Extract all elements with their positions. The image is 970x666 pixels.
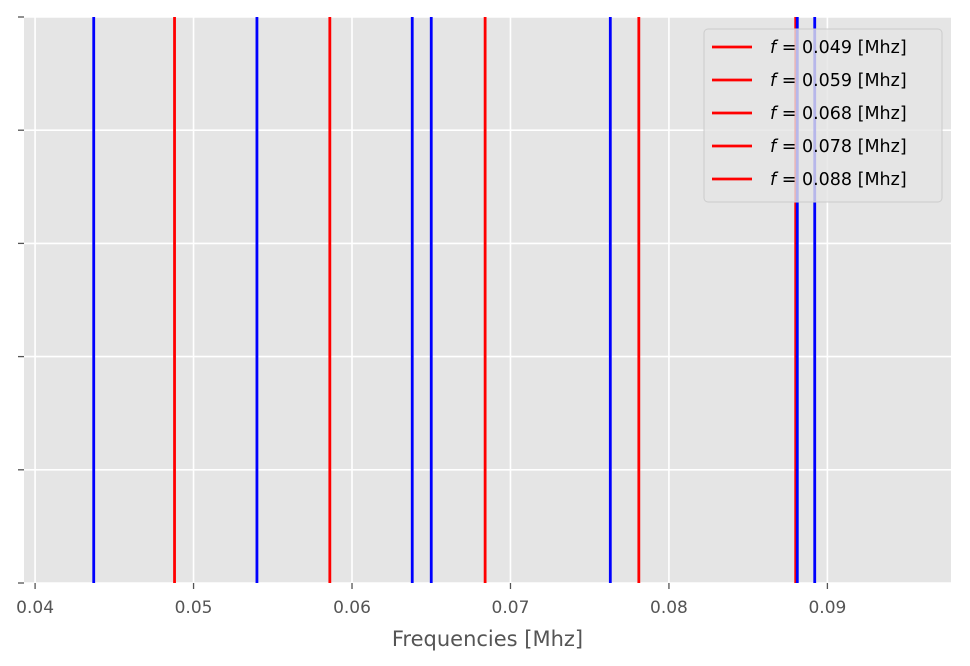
legend-box bbox=[703, 28, 943, 203]
legend-variable: f bbox=[770, 38, 779, 58]
legend-value: = 0.078 [Mhz] bbox=[776, 137, 906, 157]
legend-variable: f bbox=[770, 137, 779, 157]
legend-value: = 0.088 [Mhz] bbox=[776, 170, 906, 190]
legend: f = 0.049 [Mhz]f = 0.059 [Mhz]f = 0.068 … bbox=[703, 28, 943, 203]
y-axis bbox=[18, 16, 24, 584]
legend-entry: f = 0.068 [Mhz] bbox=[770, 104, 907, 124]
legend-variable: f bbox=[770, 71, 779, 91]
legend-value: = 0.049 [Mhz] bbox=[776, 38, 906, 58]
x-tick-label: 0.07 bbox=[492, 598, 530, 618]
legend-entry: f = 0.088 [Mhz] bbox=[770, 170, 907, 190]
x-axis: 0.04 0.05 0.06 0.07 0.08 0.09 bbox=[16, 583, 846, 618]
legend-entry: f = 0.059 [Mhz] bbox=[770, 71, 907, 91]
legend-value: = 0.059 [Mhz] bbox=[776, 71, 906, 91]
x-axis-label: Frequencies [Mhz] bbox=[392, 627, 583, 651]
legend-entry: f = 0.049 [Mhz] bbox=[770, 38, 907, 58]
legend-variable: f bbox=[770, 170, 779, 190]
legend-variable: f bbox=[770, 104, 779, 124]
x-tick-label: 0.05 bbox=[175, 598, 213, 618]
legend-value: = 0.068 [Mhz] bbox=[776, 104, 906, 124]
x-tick-label: 0.04 bbox=[16, 598, 54, 618]
x-tick-label: 0.08 bbox=[650, 598, 688, 618]
legend-entry: f = 0.078 [Mhz] bbox=[770, 137, 907, 157]
x-tick-label: 0.09 bbox=[808, 598, 846, 618]
x-tick-label: 0.06 bbox=[333, 598, 371, 618]
